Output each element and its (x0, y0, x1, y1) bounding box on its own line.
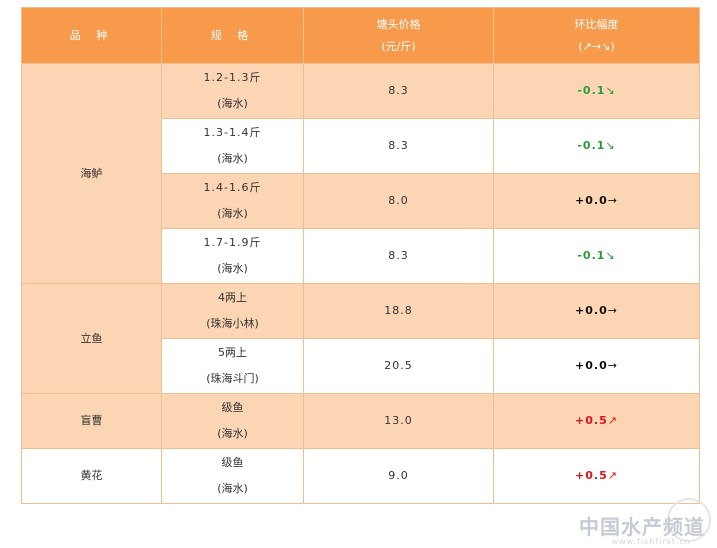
table-row: 1.3-1.4斤 (海水) 8.3 -0.1↘ (22, 118, 700, 174)
price-cell: 18.8 (303, 283, 494, 339)
change-value: -0.1 (577, 84, 606, 97)
spec-cell: 1.2-1.3斤 (海水) (161, 63, 304, 119)
spec-size: 4两上 (218, 291, 247, 304)
trend-down-icon: ↘ (605, 139, 616, 152)
table-header-row: 品 种 规 格 塘头价格 (元/斤) 环比幅度 (↗→↘) (21, 7, 700, 64)
trend-flat-icon: → (607, 194, 618, 207)
header-price-title: 塘头价格 (376, 17, 421, 31)
change-value: +0.5 (575, 469, 608, 482)
spec-cell: 1.3-1.4斤 (海水) (161, 118, 304, 174)
price-cell: 13.0 (303, 393, 494, 449)
change-value: +0.0 (575, 359, 608, 372)
watermark-logo: 中国水产频道 (579, 515, 705, 539)
table-row: 海鲈 1.2-1.3斤 (海水) 8.3 -0.1↘ (21, 63, 700, 284)
table-row: 立鱼 4两上 (珠海小林) 18.8 +0.0→ (21, 283, 700, 394)
category-cell: 海鲈 (21, 63, 162, 284)
spec-origin: (海水) (217, 427, 248, 440)
spec-origin: (海水) (217, 482, 248, 495)
header-spec: 规 格 (161, 7, 304, 64)
change-cell: +0.5↗ (493, 448, 700, 504)
spec-size: 1.3-1.4斤 (203, 126, 262, 139)
trend-up-icon: ↗ (607, 414, 618, 427)
change-cell: +0.5↗ (493, 393, 700, 449)
trend-flat-icon: → (607, 304, 618, 317)
table-row: 5两上 (珠海斗门) 20.5 +0.0→ (22, 338, 700, 394)
category-cell: 盲曹 (21, 393, 162, 449)
spec-cell: 1.7-1.9斤 (海水) (161, 228, 304, 284)
category-cell: 黄花 (21, 448, 162, 504)
change-cell: +0.0→ (493, 338, 700, 394)
price-cell: 9.0 (303, 448, 494, 504)
change-cell: -0.1↘ (493, 63, 700, 119)
trend-down-icon: ↘ (605, 249, 616, 262)
change-cell: +0.0→ (493, 173, 700, 229)
price-cell: 20.5 (303, 338, 494, 394)
change-value: -0.1 (577, 249, 606, 262)
header-variety: 品 种 (21, 7, 162, 64)
table-row: 1.7-1.9斤 (海水) 8.3 -0.1↘ (22, 228, 700, 284)
price-cell: 8.3 (303, 118, 494, 174)
change-value: +0.5 (575, 414, 608, 427)
table-row: 黄花 级鱼 (海水) 9.0 +0.5↗ (21, 448, 700, 504)
globe-logo-icon (667, 498, 711, 542)
price-cell: 8.3 (303, 63, 494, 119)
spec-size: 1.4-1.6斤 (203, 181, 262, 194)
spec-origin: (珠海小林) (206, 317, 259, 330)
header-change-title: 环比幅度 (574, 17, 619, 31)
spec-origin: (海水) (217, 262, 248, 275)
price-cell: 8.0 (303, 173, 494, 229)
header-change: 环比幅度 (↗→↘) (493, 7, 700, 64)
header-price-unit: (元/斤) (381, 39, 416, 53)
trend-down-icon: ↘ (605, 84, 616, 97)
price-table: 品 种 规 格 塘头价格 (元/斤) 环比幅度 (↗→↘) 海鲈 1.2-1.3… (21, 7, 700, 504)
change-value: -0.1 (577, 139, 606, 152)
table-row: 盲曹 级鱼 (海水) 13.0 +0.5↗ (21, 393, 700, 449)
change-value: +0.0 (575, 194, 608, 207)
table-row: 1.4-1.6斤 (海水) 8.0 +0.0→ (22, 173, 700, 229)
spec-size: 1.2-1.3斤 (203, 71, 262, 84)
spec-size: 5两上 (218, 346, 247, 359)
change-cell: -0.1↘ (493, 228, 700, 284)
spec-cell: 级鱼 (海水) (161, 448, 304, 504)
trend-flat-icon: → (607, 359, 618, 372)
spec-size: 级鱼 (221, 401, 244, 414)
spec-origin: (珠海斗门) (206, 372, 259, 385)
change-cell: -0.1↘ (493, 118, 700, 174)
spec-cell: 5两上 (珠海斗门) (161, 338, 304, 394)
category-cell: 立鱼 (21, 283, 162, 394)
spec-size: 级鱼 (221, 456, 244, 469)
change-value: +0.0 (575, 304, 608, 317)
spec-cell: 4两上 (珠海小林) (161, 283, 304, 339)
spec-origin: (海水) (217, 207, 248, 220)
spec-origin: (海水) (217, 152, 248, 165)
change-cell: +0.0→ (493, 283, 700, 339)
price-cell: 8.3 (303, 228, 494, 284)
trend-up-icon: ↗ (607, 469, 618, 482)
spec-origin: (海水) (217, 97, 248, 110)
header-change-legend: (↗→↘) (578, 39, 615, 53)
watermark-url: www.fishfirst.cn (611, 537, 691, 546)
spec-cell: 1.4-1.6斤 (海水) (161, 173, 304, 229)
header-price: 塘头价格 (元/斤) (303, 7, 494, 64)
spec-size: 1.7-1.9斤 (203, 236, 262, 249)
spec-cell: 级鱼 (海水) (161, 393, 304, 449)
